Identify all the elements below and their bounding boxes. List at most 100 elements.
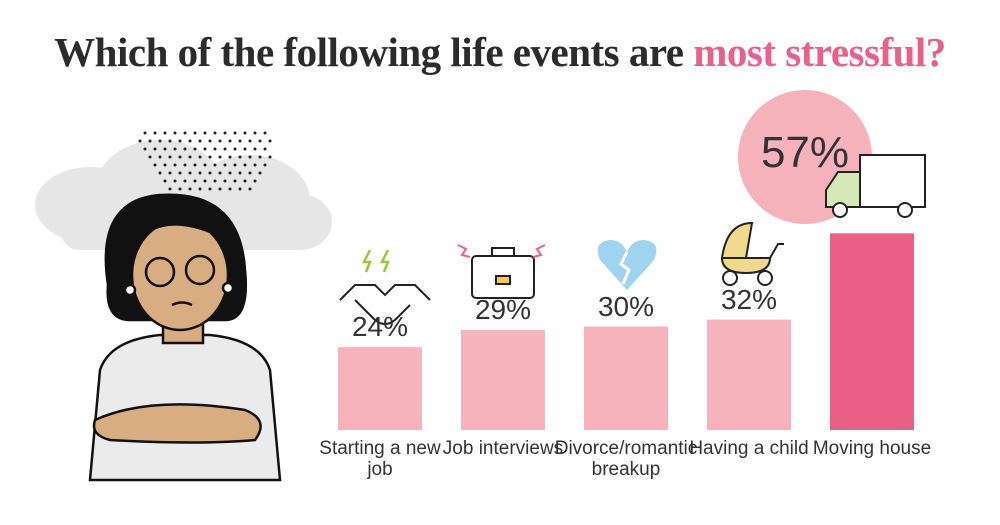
dot <box>188 155 192 159</box>
value-label: 24% <box>351 311 409 343</box>
dot <box>168 171 172 175</box>
dot <box>213 147 217 151</box>
dot <box>248 139 252 143</box>
dot <box>168 187 172 191</box>
dot <box>138 139 142 143</box>
category-label: Starting a new job <box>319 438 441 480</box>
value-label: 32% <box>720 283 778 315</box>
rain-dots <box>138 131 272 191</box>
dot <box>223 131 227 135</box>
dot <box>238 139 242 143</box>
dot <box>193 147 197 151</box>
dot <box>143 147 147 151</box>
dot <box>203 163 207 167</box>
bar <box>461 329 545 430</box>
dot <box>233 179 237 183</box>
dot <box>248 171 252 175</box>
dot <box>208 187 212 191</box>
dot <box>253 179 257 183</box>
person <box>88 193 282 482</box>
icons <box>339 154 926 325</box>
bar <box>584 326 668 430</box>
dot <box>193 179 197 183</box>
dot <box>198 187 202 191</box>
dot <box>173 163 177 167</box>
category-label: Divorce/romantic breakup <box>554 438 698 480</box>
dot <box>238 187 242 191</box>
dot <box>168 139 172 143</box>
dot <box>178 139 182 143</box>
dot <box>183 163 187 167</box>
bar <box>830 233 914 430</box>
category-label: Moving house <box>812 438 932 459</box>
dot <box>178 187 182 191</box>
dot <box>258 171 262 175</box>
dot <box>198 155 202 159</box>
dot <box>188 139 192 143</box>
value-label: 29% <box>474 293 532 325</box>
bar <box>338 347 422 430</box>
value-label: 57% <box>760 128 850 177</box>
dot <box>223 163 227 167</box>
dot <box>243 179 247 183</box>
dot <box>158 139 162 143</box>
dot <box>248 155 252 159</box>
category-label: Having a child <box>689 438 809 459</box>
dot <box>153 163 157 167</box>
dot <box>168 155 172 159</box>
dot <box>258 139 262 143</box>
dot <box>148 139 152 143</box>
dot <box>253 131 257 135</box>
value-label: 30% <box>597 290 655 322</box>
dot <box>218 139 222 143</box>
title-highlight: most stressful? <box>693 29 946 75</box>
dot <box>163 147 167 151</box>
dot <box>188 187 192 191</box>
dot <box>253 147 257 151</box>
dot <box>213 131 217 135</box>
dot <box>203 147 207 151</box>
dot <box>233 147 237 151</box>
dot <box>153 131 157 135</box>
dot <box>208 171 212 175</box>
dot <box>143 131 147 135</box>
dot <box>238 171 242 175</box>
dot <box>178 155 182 159</box>
dot <box>183 147 187 151</box>
dot <box>233 163 237 167</box>
dot <box>193 163 197 167</box>
dot <box>173 147 177 151</box>
dot <box>153 147 157 151</box>
dot <box>218 155 222 159</box>
dot <box>223 147 227 151</box>
dot <box>188 171 192 175</box>
dot <box>163 131 167 135</box>
dot <box>183 179 187 183</box>
dot <box>163 179 167 183</box>
category-label: Job interviews <box>442 438 564 459</box>
dot <box>203 131 207 135</box>
dot <box>203 179 207 183</box>
dot <box>248 187 252 191</box>
dot <box>173 131 177 135</box>
chart-title: Which of the following life events are m… <box>0 28 1000 76</box>
dot <box>213 163 217 167</box>
dot <box>163 163 167 167</box>
dot <box>263 147 267 151</box>
dot <box>218 171 222 175</box>
dot <box>183 131 187 135</box>
dot <box>243 147 247 151</box>
bar <box>707 319 791 430</box>
dot <box>178 171 182 175</box>
dot <box>158 155 162 159</box>
dot <box>263 163 267 167</box>
dot <box>193 131 197 135</box>
dot <box>233 131 237 135</box>
dot <box>258 155 262 159</box>
dot <box>228 139 232 143</box>
dot <box>148 155 152 159</box>
dot <box>228 155 232 159</box>
dot <box>238 155 242 159</box>
